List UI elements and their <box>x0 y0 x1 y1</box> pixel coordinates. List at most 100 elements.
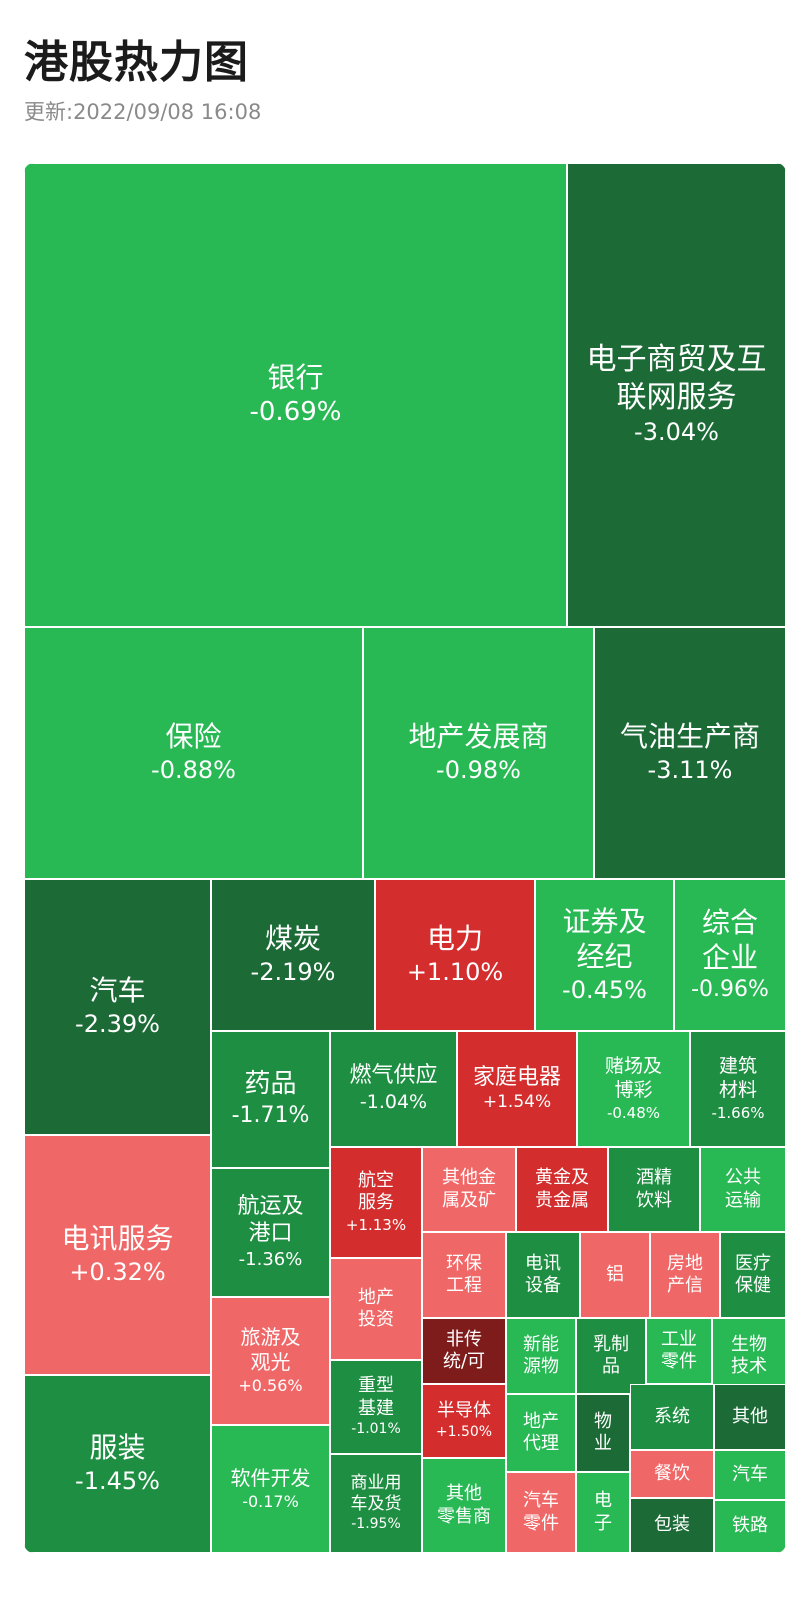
heatmap-tile[interactable]: 综合 企业 -0.96% <box>674 879 786 1031</box>
heatmap-tile[interactable]: 重型 基建 -1.01% <box>330 1360 422 1454</box>
heatmap-tile[interactable]: 家庭电器 +1.54% <box>457 1031 577 1147</box>
tile-name: 电讯 设备 <box>525 1252 561 1297</box>
tile-change: -0.17% <box>242 1491 299 1511</box>
heatmap-tile[interactable]: 商业用 车及货 -1.95% <box>330 1454 422 1553</box>
tile-name: 旅游及 观光 <box>240 1325 301 1375</box>
heatmap-tile[interactable]: 燃气供应 -1.04% <box>330 1031 457 1147</box>
tile-name: 电子商贸及互 联网服务 <box>586 342 767 415</box>
tile-change: -0.98% <box>436 756 521 785</box>
tile-change: +1.13% <box>345 1215 407 1234</box>
heatmap-tile[interactable]: 地产 投资 <box>330 1258 422 1360</box>
tile-name: 医疗 保健 <box>735 1252 771 1297</box>
heatmap-tile[interactable]: 航运及 港口 -1.36% <box>211 1168 330 1297</box>
tile-name: 综合 企业 <box>701 906 758 975</box>
heatmap-tile[interactable]: 电子 <box>576 1472 630 1553</box>
heatmap-tile[interactable]: 电讯 设备 <box>506 1232 580 1318</box>
tile-change: +0.32% <box>69 1258 166 1287</box>
tile-name: 生物 技术 <box>731 1333 767 1378</box>
heatmap-tile[interactable]: 乳制品 <box>576 1318 646 1394</box>
tile-name: 证券及 经纪 <box>562 904 647 973</box>
tile-change: +0.56% <box>238 1376 303 1396</box>
tile-name: 公共 运输 <box>725 1167 761 1211</box>
heatmap-tile[interactable]: 银行 -0.69% <box>24 163 567 627</box>
heatmap-tile[interactable]: 酒精 饮料 <box>608 1147 700 1232</box>
heatmap-tile[interactable]: 电力 +1.10% <box>375 879 535 1031</box>
heatmap-tile[interactable]: 煤炭 -2.19% <box>211 879 375 1031</box>
heatmap-tile[interactable]: 电讯服务 +0.32% <box>24 1135 211 1375</box>
heatmap-tile[interactable]: 黄金及 贵金属 <box>516 1147 608 1232</box>
tile-name: 燃气供应 <box>349 1063 438 1089</box>
tile-name: 房地 产信 <box>667 1252 703 1297</box>
tile-change: -0.45% <box>562 975 647 1004</box>
heatmap-tile[interactable]: 其他 零售商 <box>422 1458 506 1553</box>
heatmap-tile[interactable]: 航空 服务 +1.13% <box>330 1147 422 1258</box>
tile-name: 气油生产商 <box>619 720 760 754</box>
heatmap-tile[interactable]: 工业 零件 <box>646 1318 712 1384</box>
heatmap-tile[interactable]: 建筑 材料 -1.66% <box>690 1031 786 1147</box>
heatmap-tile[interactable]: 餐饮 <box>630 1450 714 1498</box>
heatmap-tile[interactable]: 赌场及 博彩 -0.48% <box>577 1031 690 1147</box>
tile-name: 地产 代理 <box>523 1410 559 1455</box>
tile-change: +1.10% <box>406 958 504 987</box>
heatmap-tile[interactable]: 服装 -1.45% <box>24 1375 211 1553</box>
heatmap-tile[interactable]: 电子商贸及互 联网服务 -3.04% <box>567 163 786 627</box>
tile-change: -3.04% <box>634 418 719 447</box>
tile-change: -0.48% <box>606 1103 661 1122</box>
tile-change: -1.04% <box>359 1090 428 1113</box>
heatmap-tile[interactable]: 铁路 <box>714 1500 786 1553</box>
heatmap-tile[interactable]: 气油生产商 -3.11% <box>594 627 786 879</box>
tile-name: 汽车 <box>89 974 146 1008</box>
heatmap-tile[interactable]: 医疗 保健 <box>720 1232 786 1318</box>
heatmap-tile[interactable]: 汽车 <box>714 1450 786 1500</box>
tile-name: 商业用 车及货 <box>350 1472 402 1515</box>
tile-name: 黄金及 贵金属 <box>535 1167 589 1211</box>
tile-name: 电子 <box>594 1490 612 1534</box>
tile-change: -2.39% <box>75 1010 160 1039</box>
heatmap-tile[interactable]: 证券及 经纪 -0.45% <box>535 879 674 1031</box>
tile-name: 建筑 材料 <box>718 1055 757 1101</box>
tile-name: 电讯服务 <box>61 1222 174 1256</box>
tile-name: 银行 <box>267 360 324 394</box>
heatmap-tile[interactable]: 包装 <box>630 1498 714 1553</box>
heatmap-tile[interactable]: 地产发展商 -0.98% <box>363 627 594 879</box>
heatmap-tile[interactable]: 房地 产信 <box>650 1232 720 1318</box>
heatmap-tile[interactable]: 软件开发 -0.17% <box>211 1425 330 1553</box>
tile-change: -1.45% <box>75 1467 160 1496</box>
tile-name: 药品 <box>244 1069 297 1100</box>
heatmap-tile[interactable]: 铝 <box>580 1232 650 1318</box>
tile-name: 家庭电器 <box>472 1064 561 1090</box>
tile-name: 系统 <box>654 1405 690 1427</box>
heatmap-tile[interactable]: 生物 技术 <box>712 1318 786 1394</box>
heatmap-tile[interactable]: 药品 -1.71% <box>211 1031 330 1168</box>
heatmap-tile[interactable]: 汽车 零件 <box>506 1472 576 1553</box>
tile-name: 其他 <box>732 1405 768 1427</box>
sector-heatmap: 银行 -0.69% 电子商贸及互 联网服务 -3.04% 保险 -0.88% 地产发展商 -0.… <box>24 163 786 1553</box>
heatmap-tile[interactable]: 其他 <box>714 1384 786 1450</box>
heatmap-tile[interactable]: 非传 统/可 <box>422 1318 506 1384</box>
tile-change: -0.88% <box>151 756 236 785</box>
tile-name: 新能 源物 <box>523 1333 559 1378</box>
heatmap-tile[interactable]: 汽车 -2.39% <box>24 879 211 1135</box>
tile-change: -2.19% <box>250 958 336 987</box>
heatmap-tile[interactable]: 旅游及 观光 +0.56% <box>211 1297 330 1425</box>
heatmap-tile[interactable]: 环保 工程 <box>422 1232 506 1318</box>
heatmap-tile[interactable]: 新能 源物 <box>506 1318 576 1394</box>
tile-name: 汽车 <box>732 1463 768 1485</box>
tile-name: 服装 <box>89 1431 146 1465</box>
heatmap-tile[interactable]: 保险 -0.88% <box>24 627 363 879</box>
tile-name: 乳制品 <box>593 1333 629 1378</box>
heatmap-tile[interactable]: 地产 代理 <box>506 1394 576 1472</box>
heatmap-tile[interactable]: 其他金 属及矿 <box>422 1147 516 1232</box>
tile-name: 铁路 <box>732 1515 768 1537</box>
heatmap-tile[interactable]: 半导体 +1.50% <box>422 1384 506 1458</box>
tile-change: -1.01% <box>351 1421 401 1438</box>
heatmap-tile[interactable]: 系统 <box>630 1384 714 1450</box>
heatmap-tile[interactable]: 物业 <box>576 1394 630 1472</box>
tile-name: 其他 零售商 <box>437 1483 491 1527</box>
tile-change: -0.96% <box>691 977 769 1003</box>
tile-name: 非传 统/可 <box>442 1328 486 1373</box>
tile-change: -0.69% <box>249 396 342 427</box>
heatmap-tile[interactable]: 公共 运输 <box>700 1147 786 1232</box>
tile-name: 包装 <box>654 1514 690 1536</box>
tile-change: -1.95% <box>351 1516 401 1533</box>
